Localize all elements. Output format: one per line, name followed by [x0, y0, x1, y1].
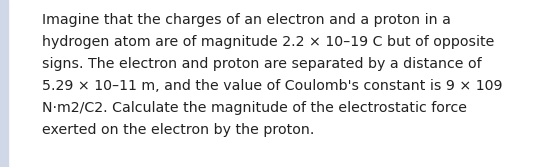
Bar [0, 0, 8, 167]
Text: exerted on the electron by the proton.: exerted on the electron by the proton. [42, 123, 314, 137]
Text: Imagine that the charges of an electron and a proton in a: Imagine that the charges of an electron … [42, 13, 451, 27]
Text: signs. The electron and proton are separated by a distance of: signs. The electron and proton are separ… [42, 57, 482, 71]
Text: 5.29 × 10–11 m, and the value of Coulomb's constant is 9 × 109: 5.29 × 10–11 m, and the value of Coulomb… [42, 79, 503, 93]
Text: N·m2/C2. Calculate the magnitude of the electrostatic force: N·m2/C2. Calculate the magnitude of the … [42, 101, 467, 115]
Text: hydrogen atom are of magnitude 2.2 × 10–19 C but of opposite: hydrogen atom are of magnitude 2.2 × 10–… [42, 35, 494, 49]
